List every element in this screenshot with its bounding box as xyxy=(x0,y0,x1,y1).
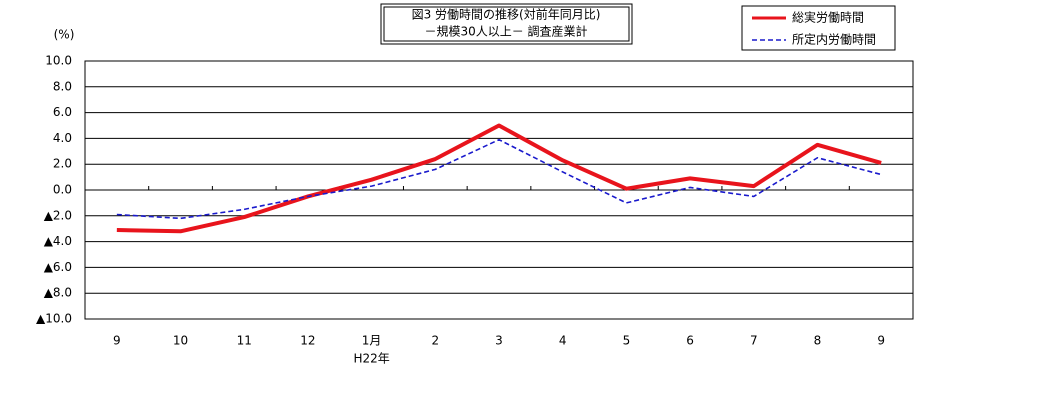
annotation: H22年 xyxy=(353,352,389,366)
x-tick-label: 9 xyxy=(877,334,885,348)
x-tick-label: 11 xyxy=(237,334,252,348)
legend-label: 総実労働時間 xyxy=(792,10,864,25)
y-tick-label: 4.0 xyxy=(53,131,72,145)
y-tick-label: 10.0 xyxy=(45,54,72,68)
x-tick-label: 12 xyxy=(300,334,315,348)
y-tick-label: ▲10.0 xyxy=(36,312,72,326)
x-tick-label: 9 xyxy=(113,334,121,348)
chart-title: 図3 労働時間の推移(対前年同月比) xyxy=(412,7,601,22)
legend-label: 所定内労働時間 xyxy=(792,32,876,47)
title-box-inner xyxy=(383,6,630,42)
y-tick-label: ▲8.0 xyxy=(44,286,72,300)
x-tick-label: 2 xyxy=(431,334,439,348)
x-tick-label: 10 xyxy=(173,334,188,348)
legend-box xyxy=(741,5,896,51)
x-tick-label: 4 xyxy=(559,334,567,348)
y-tick-label: 8.0 xyxy=(53,79,72,93)
y-tick-label: 2.0 xyxy=(53,157,72,171)
y-tick-label: ▲2.0 xyxy=(44,208,72,222)
title-box xyxy=(380,3,633,45)
x-tick-label: 1月 xyxy=(362,334,382,348)
y-tick-label: 0.0 xyxy=(53,183,72,197)
chart-subtitle: －規模30人以上－ 調査産業計 xyxy=(424,24,587,39)
y-tick-label: 6.0 xyxy=(53,105,72,119)
y-tick-label: ▲4.0 xyxy=(44,234,72,248)
series-line xyxy=(116,123,882,234)
series-line xyxy=(116,138,882,220)
x-tick-label: 6 xyxy=(686,334,694,348)
x-tick-label: 7 xyxy=(750,334,758,348)
y-axis-label: (%) xyxy=(54,28,75,42)
x-tick-label: 8 xyxy=(814,334,822,348)
y-tick-label: ▲6.0 xyxy=(44,260,72,274)
x-tick-label: 3 xyxy=(495,334,503,348)
x-tick-label: 5 xyxy=(623,334,631,348)
